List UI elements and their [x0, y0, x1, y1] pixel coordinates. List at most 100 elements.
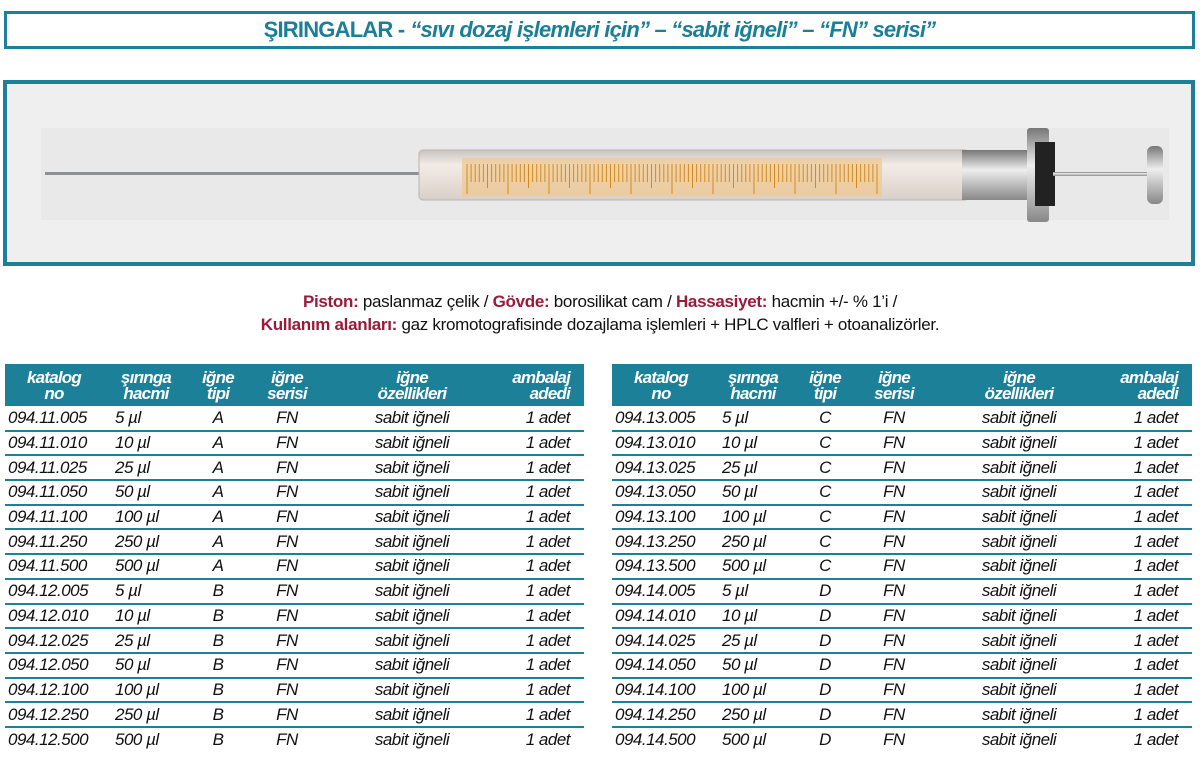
katalog-no-cell: 094.13.025: [612, 455, 710, 482]
ambalaj-adedi-cell: 1 adet: [1104, 628, 1192, 654]
katalog-no-cell: 094.13.005: [612, 406, 710, 432]
igne-ozellikleri-cell: sabit iğneli: [327, 628, 497, 654]
ambalaj-adedi-cell: 1 adet: [1104, 455, 1192, 482]
column-header-line: özellikleri: [984, 384, 1054, 403]
table-row: 094.12.050 50 µl B FN sabit iğneli 1 adet: [5, 652, 584, 679]
table-row: 094.11.500 500 µl A FN sabit iğneli 1 adet: [5, 554, 584, 580]
ambalaj-adedi-cell: 1 adet: [497, 603, 584, 630]
igne-ozellikleri-cell: sabit iğneli: [934, 554, 1104, 580]
table-row: 094.11.025 25 µl A FN sabit iğneli 1 adet: [5, 455, 584, 482]
igne-serisi-cell: FN: [247, 406, 327, 432]
column-header-line: adedi: [1137, 384, 1179, 403]
katalog-no-cell: 094.12.005: [5, 578, 103, 605]
ambalaj-adedi-cell: 1 adet: [497, 554, 584, 580]
igne-serisi-cell: FN: [854, 702, 934, 728]
igne-ozellikleri-cell: sabit iğneli: [934, 455, 1104, 482]
column-header-line: iğne: [202, 368, 235, 387]
table-row: 094.14.025 25 µl D FN sabit iğneli 1 adet: [612, 628, 1192, 654]
table-row: 094.12.100 100 µl B FN sabit iğneli 1 adet: [5, 677, 584, 704]
igne-serisi-cell: FN: [247, 529, 327, 556]
igne-ozellikleri-cell: sabit iğneli: [934, 480, 1104, 506]
igne-tipi-cell: B: [189, 702, 247, 728]
katalog-no-cell: 094.14.050: [612, 652, 710, 679]
igne-serisi-cell: FN: [276, 729, 298, 749]
column-header-ambalaj-adedi: ambalaj adedi: [1104, 364, 1192, 406]
ambalaj-adedi-cell: 1 adet: [497, 430, 584, 457]
katalog-no-cell: 094.12.050: [5, 652, 103, 679]
igne-tipi-cell: C: [796, 455, 854, 482]
igne-serisi-cell: FN: [854, 628, 934, 654]
kullanim-label: Kullanım alanları:: [260, 315, 398, 334]
column-header-line: iğne: [396, 368, 429, 387]
column-header-line: iğne: [809, 368, 842, 387]
katalog-no-cell: 094.14.025: [612, 628, 710, 654]
table-row: 094.14.050 50 µl D FN sabit iğneli 1 adet: [612, 652, 1192, 679]
title-sub: “sıvı dozaj işlemleri için” – “sabit iğn…: [410, 17, 936, 42]
column-header-line: hacmi: [123, 384, 169, 403]
igne-serisi-cell: FN: [247, 578, 327, 605]
igne-tipi-cell: C: [796, 504, 854, 531]
igne-serisi-cell: FN: [247, 430, 327, 457]
table-row: 094.11.010 10 µl A FN sabit iğneli 1 adet: [5, 430, 584, 457]
piston-value: paslanmaz çelik /: [358, 292, 493, 311]
table-header: katalog no şırınga hacmi iğne tipi iğne serisi i…: [5, 364, 584, 406]
igne-ozellikleri-cell: sabit iğneli: [374, 729, 450, 749]
igne-serisi-cell: FN: [247, 603, 327, 630]
igne-serisi-cell: FN: [247, 504, 327, 531]
table-row: 094.12.250 250 µl B FN sabit iğneli 1 adet: [5, 702, 584, 728]
igne-tipi-cell: D: [796, 652, 854, 679]
ambalaj-adedi-cell: 1 adet: [1104, 529, 1192, 556]
igne-serisi-cell: FN: [247, 480, 327, 506]
igne-tipi-cell: B: [189, 677, 247, 704]
igne-ozellikleri-cell: sabit iğneli: [934, 702, 1104, 728]
column-header-line: iğne: [878, 368, 911, 387]
table-row: 094.13.250 250 µl C FN sabit iğneli 1 adet: [612, 529, 1192, 556]
table-row: 094.11.050 50 µl A FN sabit iğneli 1 adet: [5, 480, 584, 506]
igne-serisi-cell: FN: [247, 554, 327, 580]
katalog-no-cell: 094.13.050: [612, 480, 710, 506]
katalog-no-cell: 094.12.500: [8, 729, 89, 749]
product-table-left: katalog no şırınga hacmi iğne tipi iğne serisi i…: [5, 364, 584, 752]
govde-value: borosilikat cam /: [549, 292, 676, 311]
igne-serisi-cell: FN: [854, 455, 934, 482]
column-header-igne-serisi: iğne serisi: [854, 364, 934, 406]
igne-serisi-cell: FN: [854, 529, 934, 556]
igne-serisi-cell: FN: [247, 677, 327, 704]
igne-ozellikleri-cell: sabit iğneli: [981, 729, 1057, 749]
govde-label: Gövde:: [492, 292, 550, 311]
column-header-ambalaj-adedi: ambalaj adedi: [497, 364, 584, 406]
igne-ozellikleri-cell: sabit iğneli: [327, 702, 497, 728]
siringa-hacmi-cell: 25 µl: [103, 455, 189, 482]
column-header-katalog-no: katalog no: [5, 364, 103, 406]
table-row: 094.13.010 10 µl C FN sabit iğneli 1 adet: [612, 430, 1192, 457]
igne-serisi-cell: FN: [247, 628, 327, 654]
igne-serisi-cell: FN: [854, 480, 934, 506]
page-title: ŞIRINGALAR - “sıvı dozaj işlemleri için”…: [4, 11, 1195, 49]
igne-tipi-cell: C: [796, 554, 854, 580]
igne-tipi-cell: D: [819, 729, 831, 749]
column-header-line: no: [651, 384, 671, 403]
igne-ozellikleri-cell: sabit iğneli: [327, 480, 497, 506]
column-header-line: tipi: [206, 384, 230, 403]
igne-tipi-cell: B: [189, 578, 247, 605]
table-header: katalog no şırınga hacmi iğne tipi iğne serisi i…: [612, 364, 1192, 406]
igne-ozellikleri-cell: sabit iğneli: [934, 504, 1104, 531]
siringa-hacmi-cell: 5 µl: [103, 578, 189, 605]
siringa-hacmi-cell: 25 µl: [103, 628, 189, 654]
ambalaj-adedi-cell: 1 adet: [1104, 480, 1192, 506]
siringa-hacmi-cell: 500 µl: [115, 729, 159, 749]
siringa-hacmi-cell: 10 µl: [103, 430, 189, 457]
igne-ozellikleri-cell: sabit iğneli: [934, 652, 1104, 679]
igne-tipi-cell: D: [796, 628, 854, 654]
ambalaj-adedi-cell: 1 adet: [525, 729, 571, 749]
igne-ozellikleri-cell: sabit iğneli: [327, 652, 497, 679]
igne-serisi-cell: FN: [247, 652, 327, 679]
igne-ozellikleri-cell: sabit iğneli: [934, 529, 1104, 556]
column-header-line: iğne: [271, 368, 304, 387]
title-main: ŞIRINGALAR -: [263, 17, 406, 42]
ambalaj-adedi-cell: 1 adet: [497, 455, 584, 482]
ambalaj-adedi-cell: 1 adet: [1104, 578, 1192, 605]
siringa-hacmi-cell: 50 µl: [103, 480, 189, 506]
siringa-hacmi-cell: 100 µl: [710, 504, 796, 531]
igne-ozellikleri-cell: sabit iğneli: [327, 677, 497, 704]
